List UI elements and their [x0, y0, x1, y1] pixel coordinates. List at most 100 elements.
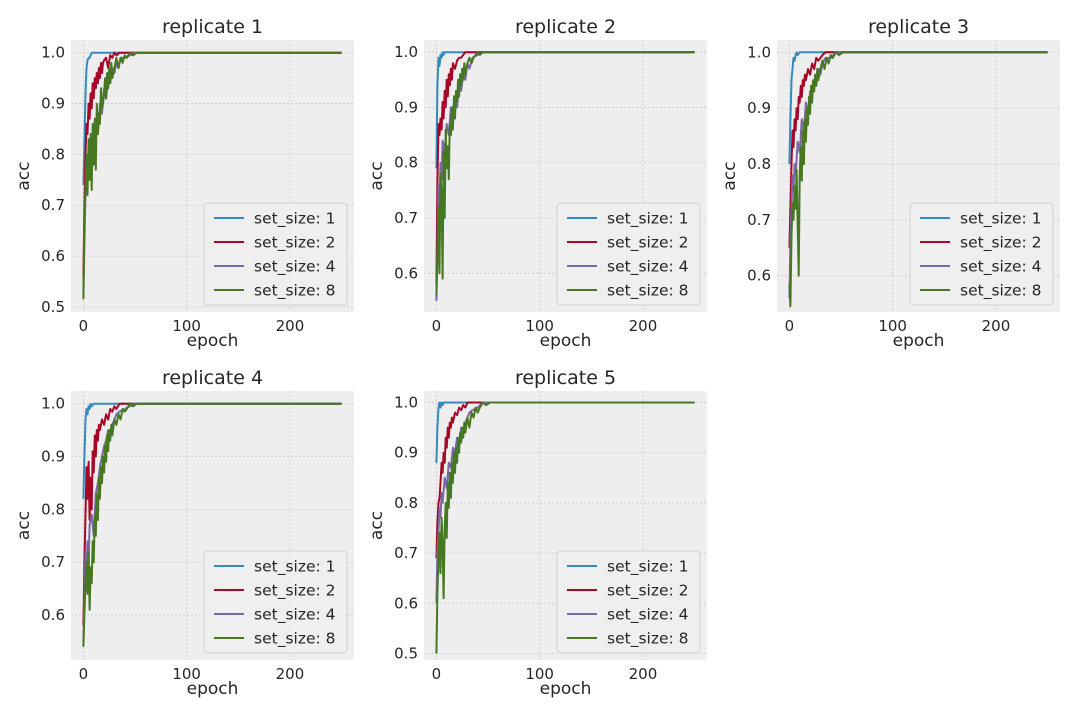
y-tick-label: 1.0 — [41, 395, 65, 413]
panel-title: replicate 3 — [868, 16, 969, 38]
y-axis-label: acc — [720, 161, 740, 190]
series-line-set-size-8 — [435, 51, 695, 296]
y-axis-label: acc — [367, 511, 387, 540]
legend-label: set_size: 8 — [607, 630, 689, 649]
legend-label: set_size: 1 — [960, 210, 1042, 229]
x-tick-label: 200 — [276, 665, 305, 683]
x-tick-label: 0 — [432, 317, 442, 335]
series-line-set-size-8 — [788, 51, 1048, 308]
panel-replicate-3: 0 100 200 0.6 0.7 0.8 0.9 1.0 replicate 3 epoch ac… — [720, 16, 1060, 351]
y-tick-label: 0.8 — [394, 494, 418, 512]
legend-label: set_size: 2 — [607, 234, 689, 253]
legend-label: set_size: 2 — [254, 234, 336, 253]
series-line-set-size-8 — [435, 401, 695, 654]
x-axis-label: epoch — [187, 331, 239, 351]
series-line-set-size-2 — [435, 51, 695, 285]
x-tick-label: 200 — [629, 665, 658, 683]
x-tick-label: 200 — [982, 317, 1011, 335]
x-axis-label: epoch — [540, 679, 592, 699]
legend: set_size: 1 set_size: 2 set_size: 4 set_siz… — [203, 202, 348, 306]
y-tick-label: 1.0 — [394, 43, 418, 61]
legend: set_size: 1 set_size: 2 set_size: 4 set_siz… — [203, 550, 348, 654]
y-tick-label: 1.0 — [394, 394, 418, 412]
x-tick-label: 100 — [172, 665, 201, 683]
panel-replicate-1: 0 100 200 0.5 0.6 0.7 0.8 0.9 1.0 replicate 1 epoc… — [14, 16, 354, 351]
legend-box — [909, 202, 1054, 306]
y-tick-label: 0.8 — [41, 500, 65, 518]
legend: set_size: 1 set_size: 2 set_size: 4 set_siz… — [556, 550, 701, 654]
series-line-set-size-1 — [435, 401, 695, 463]
legend-label: set_size: 2 — [607, 582, 689, 601]
legend-label: set_size: 8 — [960, 282, 1042, 301]
x-tick-label: 100 — [172, 317, 201, 335]
legend-label: set_size: 1 — [254, 210, 336, 229]
series-line-set-size-1 — [82, 402, 342, 499]
x-tick-label: 0 — [432, 665, 442, 683]
series-line-set-size-1 — [788, 51, 1048, 165]
x-tick-label: 100 — [525, 317, 554, 335]
legend-label: set_size: 4 — [254, 606, 336, 625]
panel-title: replicate 1 — [162, 16, 263, 38]
series-line-set-size-2 — [435, 401, 695, 559]
legend-box — [203, 550, 348, 654]
series-line-set-size-1 — [82, 51, 342, 185]
panel-replicate-2: 0 100 200 0.6 0.7 0.8 0.9 1.0 replicate 2 epoch ac… — [367, 16, 707, 351]
legend-label: set_size: 2 — [960, 234, 1042, 253]
panel-replicate-5: 0 100 200 0.5 0.6 0.7 0.8 0.9 1.0 replicate 5 epoc… — [367, 367, 707, 699]
y-tick-label: 0.9 — [41, 95, 65, 113]
legend: set_size: 1 set_size: 2 set_size: 4 set_siz… — [909, 202, 1054, 306]
x-tick-label: 200 — [276, 317, 305, 335]
series-line-set-size-8 — [82, 402, 342, 647]
y-tick-label: 0.6 — [41, 606, 65, 624]
x-axis-label: epoch — [540, 331, 592, 351]
y-tick-label: 0.8 — [394, 154, 418, 172]
legend-label: set_size: 8 — [254, 282, 336, 301]
x-tick-label: 0 — [785, 317, 795, 335]
y-tick-label: 1.0 — [41, 44, 65, 62]
legend-label: set_size: 1 — [607, 210, 689, 229]
y-tick-label: 0.6 — [747, 267, 771, 285]
y-tick-label: 0.9 — [394, 444, 418, 462]
y-tick-label: 1.0 — [747, 43, 771, 61]
x-axis-label: epoch — [893, 331, 945, 351]
panel-title: replicate 4 — [162, 367, 263, 389]
legend-label: set_size: 4 — [607, 606, 689, 625]
x-axis-label: epoch — [187, 679, 239, 699]
y-tick-label: 0.6 — [394, 264, 418, 282]
series-line-set-size-8 — [82, 51, 342, 300]
legend-label: set_size: 8 — [607, 282, 689, 301]
y-tick-label: 0.5 — [394, 644, 418, 662]
legend-box — [203, 202, 348, 306]
y-tick-label: 0.5 — [41, 298, 65, 316]
y-tick-label: 0.9 — [394, 98, 418, 116]
legend-box — [556, 202, 701, 306]
y-tick-label: 0.6 — [394, 594, 418, 612]
y-tick-label: 0.9 — [747, 99, 771, 117]
legend-label: set_size: 2 — [254, 582, 336, 601]
y-axis-label: acc — [14, 161, 34, 190]
x-tick-label: 0 — [79, 317, 89, 335]
y-axis-label: acc — [14, 511, 34, 540]
legend-label: set_size: 8 — [254, 630, 336, 649]
y-tick-label: 0.7 — [41, 196, 65, 214]
legend: set_size: 1 set_size: 2 set_size: 4 set_siz… — [556, 202, 701, 306]
legend-label: set_size: 4 — [607, 258, 689, 277]
legend-label: set_size: 4 — [960, 258, 1042, 277]
series-line-set-size-2 — [82, 51, 342, 277]
series-line-set-size-2 — [82, 402, 342, 626]
legend-label: set_size: 1 — [607, 558, 689, 577]
y-tick-label: 0.9 — [41, 448, 65, 466]
x-tick-label: 100 — [525, 665, 554, 683]
series-line-set-size-2 — [788, 51, 1048, 248]
y-tick-label: 0.7 — [394, 544, 418, 562]
y-tick-label: 0.7 — [747, 211, 771, 229]
y-tick-label: 0.8 — [41, 145, 65, 163]
y-axis-label: acc — [367, 161, 387, 190]
y-tick-label: 0.6 — [41, 247, 65, 265]
legend-label: set_size: 1 — [254, 558, 336, 577]
series-line-set-size-1 — [435, 51, 695, 169]
panel-replicate-4: 0 100 200 0.6 0.7 0.8 0.9 1.0 replicate 4 epoch ac… — [14, 367, 354, 699]
panel-title: replicate 2 — [515, 16, 616, 38]
x-tick-label: 100 — [878, 317, 907, 335]
